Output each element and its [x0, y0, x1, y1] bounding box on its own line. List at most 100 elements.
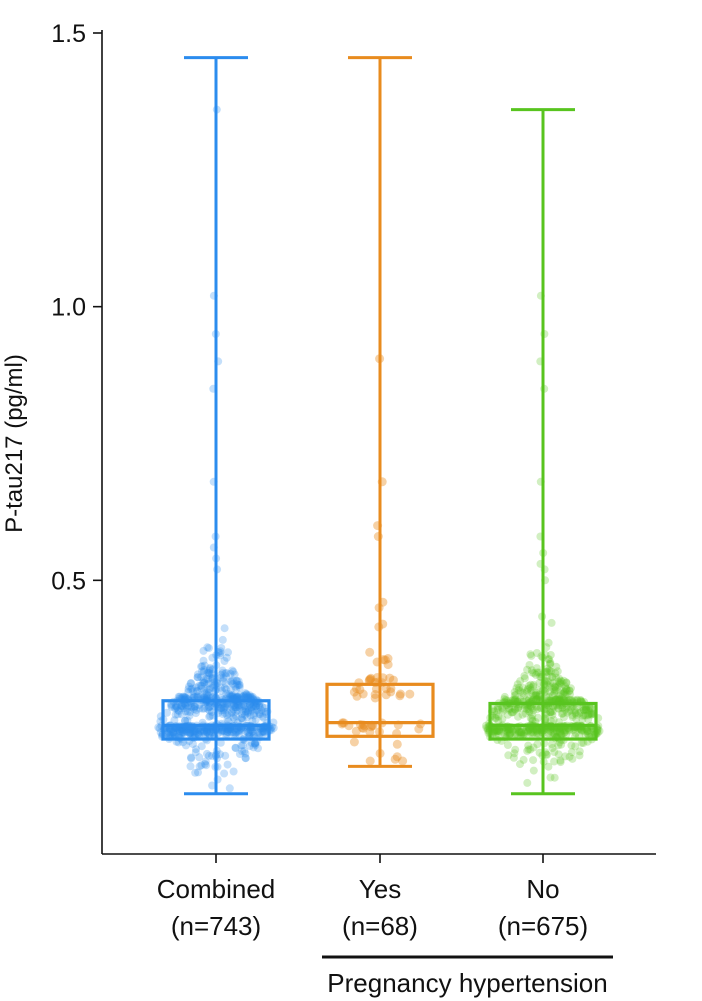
data-point [251, 739, 260, 748]
data-point [365, 756, 375, 766]
data-point [224, 725, 233, 734]
data-point [205, 703, 214, 711]
data-point [506, 730, 515, 739]
data-point [240, 702, 249, 711]
data-point [390, 754, 400, 764]
data-point [200, 686, 209, 695]
data-point [545, 660, 554, 669]
data-point [193, 670, 202, 679]
data-point [580, 727, 589, 736]
data-point [543, 680, 552, 689]
data-point [178, 727, 187, 736]
data-point [216, 704, 225, 713]
data-point [238, 741, 247, 750]
data-point [559, 689, 568, 698]
data-point [549, 685, 558, 694]
data-point [587, 709, 596, 717]
data-point [521, 709, 530, 718]
data-point [207, 728, 216, 737]
data-point [513, 680, 522, 689]
data-point [179, 727, 188, 736]
data-point [546, 717, 555, 725]
data-point [414, 724, 424, 734]
data-point [349, 737, 359, 747]
data-point [557, 725, 566, 734]
data-point [184, 688, 193, 696]
data-point [349, 687, 359, 697]
data-point [493, 704, 502, 713]
data-point [492, 725, 501, 734]
data-point [517, 728, 526, 737]
data-point [197, 673, 206, 682]
data-point [562, 678, 571, 687]
data-point [542, 750, 551, 759]
data-point [498, 707, 507, 716]
data-point [385, 673, 395, 683]
data-point [551, 682, 560, 691]
data-point [187, 753, 195, 762]
data-point [236, 691, 245, 700]
data-point [230, 703, 239, 711]
data-point [259, 713, 268, 722]
data-point [543, 664, 552, 673]
data-point [269, 724, 278, 732]
data-point [188, 684, 197, 693]
data-point [529, 726, 538, 735]
data-point [558, 709, 567, 718]
data-point [232, 703, 241, 712]
data-point [179, 704, 188, 712]
group-label: Pregnancy hypertension [327, 968, 607, 998]
data-point [217, 686, 226, 695]
data-point [220, 657, 229, 665]
data-point [232, 711, 240, 720]
data-point [578, 711, 587, 720]
data-point [249, 729, 258, 738]
data-point [219, 704, 228, 713]
data-point [583, 726, 592, 735]
data-point [526, 680, 535, 689]
data-point [198, 678, 207, 687]
data-point [526, 745, 535, 754]
data-point [175, 727, 184, 735]
data-point [534, 729, 543, 738]
data-point [551, 686, 560, 695]
data-point [196, 692, 205, 701]
data-point [556, 676, 565, 685]
data-point [242, 707, 250, 716]
data-point [521, 704, 529, 713]
data-point [222, 672, 231, 681]
data-point [227, 677, 235, 686]
data-point [551, 683, 560, 692]
data-point [251, 741, 260, 750]
data-point [179, 726, 188, 734]
data-point [192, 687, 201, 695]
data-point [524, 726, 533, 735]
data-point [187, 727, 196, 736]
data-point [187, 754, 196, 763]
data-point [195, 730, 203, 739]
data-point [222, 689, 231, 698]
data-point [244, 692, 253, 701]
data-point [195, 700, 204, 709]
data-point [232, 685, 241, 693]
data-point [232, 727, 241, 736]
data-point [548, 678, 557, 687]
data-point [250, 739, 259, 748]
data-point [208, 670, 217, 679]
data-point [229, 728, 238, 737]
data-point [557, 677, 566, 686]
data-point [359, 723, 368, 733]
data-point [532, 725, 541, 734]
data-point [173, 725, 182, 734]
data-point [192, 683, 201, 692]
data-point [520, 672, 529, 680]
data-point [365, 647, 375, 657]
data-point [519, 755, 528, 764]
data-point [228, 692, 237, 701]
data-point [216, 651, 225, 660]
data-point [526, 683, 535, 692]
data-point [178, 702, 187, 711]
data-point [187, 702, 196, 711]
data-point [233, 706, 242, 715]
data-point [524, 745, 533, 754]
